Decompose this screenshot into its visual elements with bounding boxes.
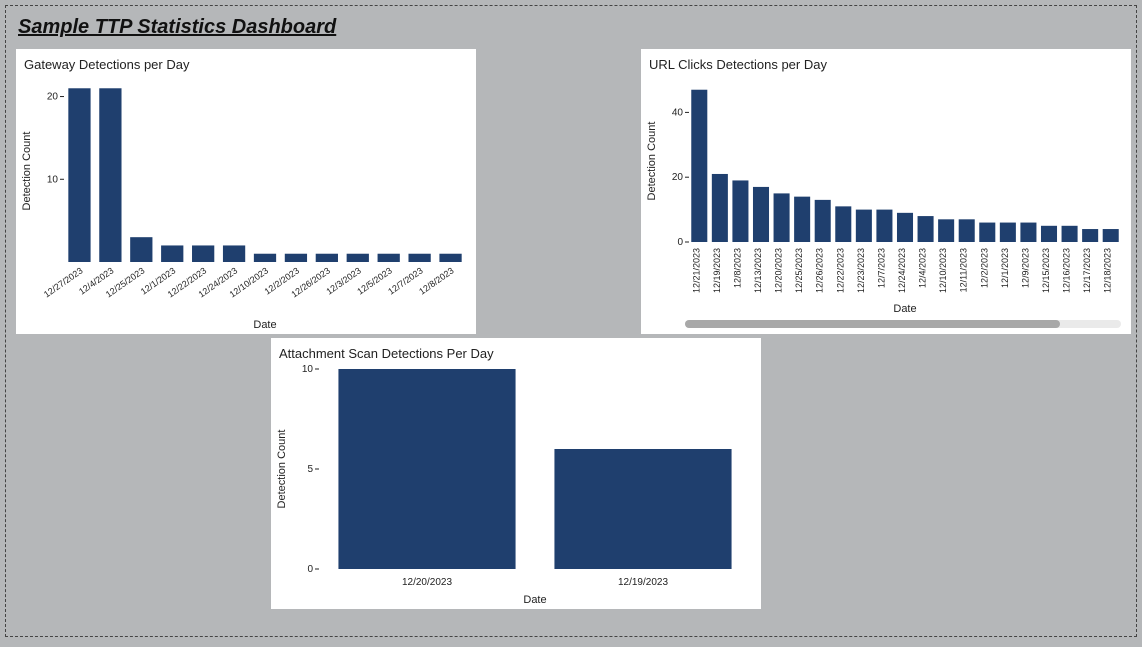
svg-text:20: 20 bbox=[672, 172, 684, 183]
svg-text:12/24/2023: 12/24/2023 bbox=[897, 248, 907, 293]
svg-text:12/8/2023: 12/8/2023 bbox=[732, 248, 742, 288]
svg-text:12/4/2023: 12/4/2023 bbox=[918, 248, 928, 288]
svg-text:Date: Date bbox=[253, 319, 276, 331]
svg-text:12/1/2023: 12/1/2023 bbox=[1000, 248, 1010, 288]
svg-text:12/15/2023: 12/15/2023 bbox=[1041, 248, 1051, 293]
chart1-title: Gateway Detections per Day bbox=[16, 49, 476, 74]
svg-text:12/27/2023: 12/27/2023 bbox=[42, 265, 85, 299]
svg-text:Date: Date bbox=[523, 594, 546, 606]
svg-text:12/16/2023: 12/16/2023 bbox=[1062, 248, 1072, 293]
svg-text:5: 5 bbox=[307, 464, 313, 475]
dashboard-container: Sample TTP Statistics Dashboard Gateway … bbox=[5, 5, 1137, 637]
svg-text:12/8/2023: 12/8/2023 bbox=[417, 265, 456, 296]
svg-text:0: 0 bbox=[307, 564, 313, 575]
svg-text:12/10/2023: 12/10/2023 bbox=[938, 248, 948, 293]
chart3: 0 5 10 12/20/2023 12/19/2023 Date Detection Co… bbox=[271, 363, 761, 609]
svg-text:20: 20 bbox=[47, 92, 59, 103]
svg-text:Date: Date bbox=[893, 303, 916, 315]
svg-text:12/17/2023: 12/17/2023 bbox=[1082, 248, 1092, 293]
svg-text:12/9/2023: 12/9/2023 bbox=[1020, 248, 1030, 288]
svg-text:12/25/2023: 12/25/2023 bbox=[794, 248, 804, 293]
svg-text:12/13/2023: 12/13/2023 bbox=[753, 248, 763, 293]
svg-text:10: 10 bbox=[47, 174, 59, 185]
chart2-title: URL Clicks Detections per Day bbox=[641, 49, 1131, 74]
chart2-scrollbar-thumb[interactable] bbox=[685, 320, 1060, 328]
svg-text:12/20/2023: 12/20/2023 bbox=[774, 248, 784, 293]
dashboard-title: Sample TTP Statistics Dashboard bbox=[18, 16, 1128, 39]
panel-attachment-scan: Attachment Scan Detections Per Day 0 5 10 1… bbox=[271, 338, 761, 609]
svg-text:Detection Count: Detection Count bbox=[646, 122, 658, 201]
svg-text:12/21/2023: 12/21/2023 bbox=[691, 248, 701, 293]
svg-text:12/7/2023: 12/7/2023 bbox=[876, 248, 886, 288]
chart3-title: Attachment Scan Detections Per Day bbox=[271, 338, 761, 363]
svg-text:12/26/2023: 12/26/2023 bbox=[815, 248, 825, 293]
svg-text:40: 40 bbox=[672, 107, 684, 118]
svg-text:12/18/2023: 12/18/2023 bbox=[1103, 248, 1113, 293]
chart2-scrollbar[interactable] bbox=[685, 320, 1121, 328]
panel-gateway-detections: Gateway Detections per Day 10 20 12/27/202… bbox=[16, 49, 476, 334]
svg-text:12/22/2023: 12/22/2023 bbox=[835, 248, 845, 293]
svg-text:12/19/2023: 12/19/2023 bbox=[618, 577, 668, 588]
svg-text:10: 10 bbox=[302, 364, 314, 375]
chart1: 102012/27/202312/4/202312/25/202312/1/20… bbox=[16, 74, 476, 334]
svg-text:12/23/2023: 12/23/2023 bbox=[856, 248, 866, 293]
svg-text:0: 0 bbox=[677, 237, 683, 248]
svg-text:12/2/2023: 12/2/2023 bbox=[979, 248, 989, 288]
svg-text:12/20/2023: 12/20/2023 bbox=[402, 577, 452, 588]
svg-text:12/11/2023: 12/11/2023 bbox=[959, 248, 969, 292]
chart2: 0 20 40 12/21/2023 12/19/2023 12/8/2023 12/13/… bbox=[641, 74, 1131, 318]
svg-text:Detection Count: Detection Count bbox=[21, 132, 33, 211]
panel-url-clicks: URL Clicks Detections per Day 0 20 40 12/21… bbox=[641, 49, 1131, 334]
svg-text:12/19/2023: 12/19/2023 bbox=[712, 248, 722, 293]
svg-text:Detection Count: Detection Count bbox=[276, 430, 288, 509]
